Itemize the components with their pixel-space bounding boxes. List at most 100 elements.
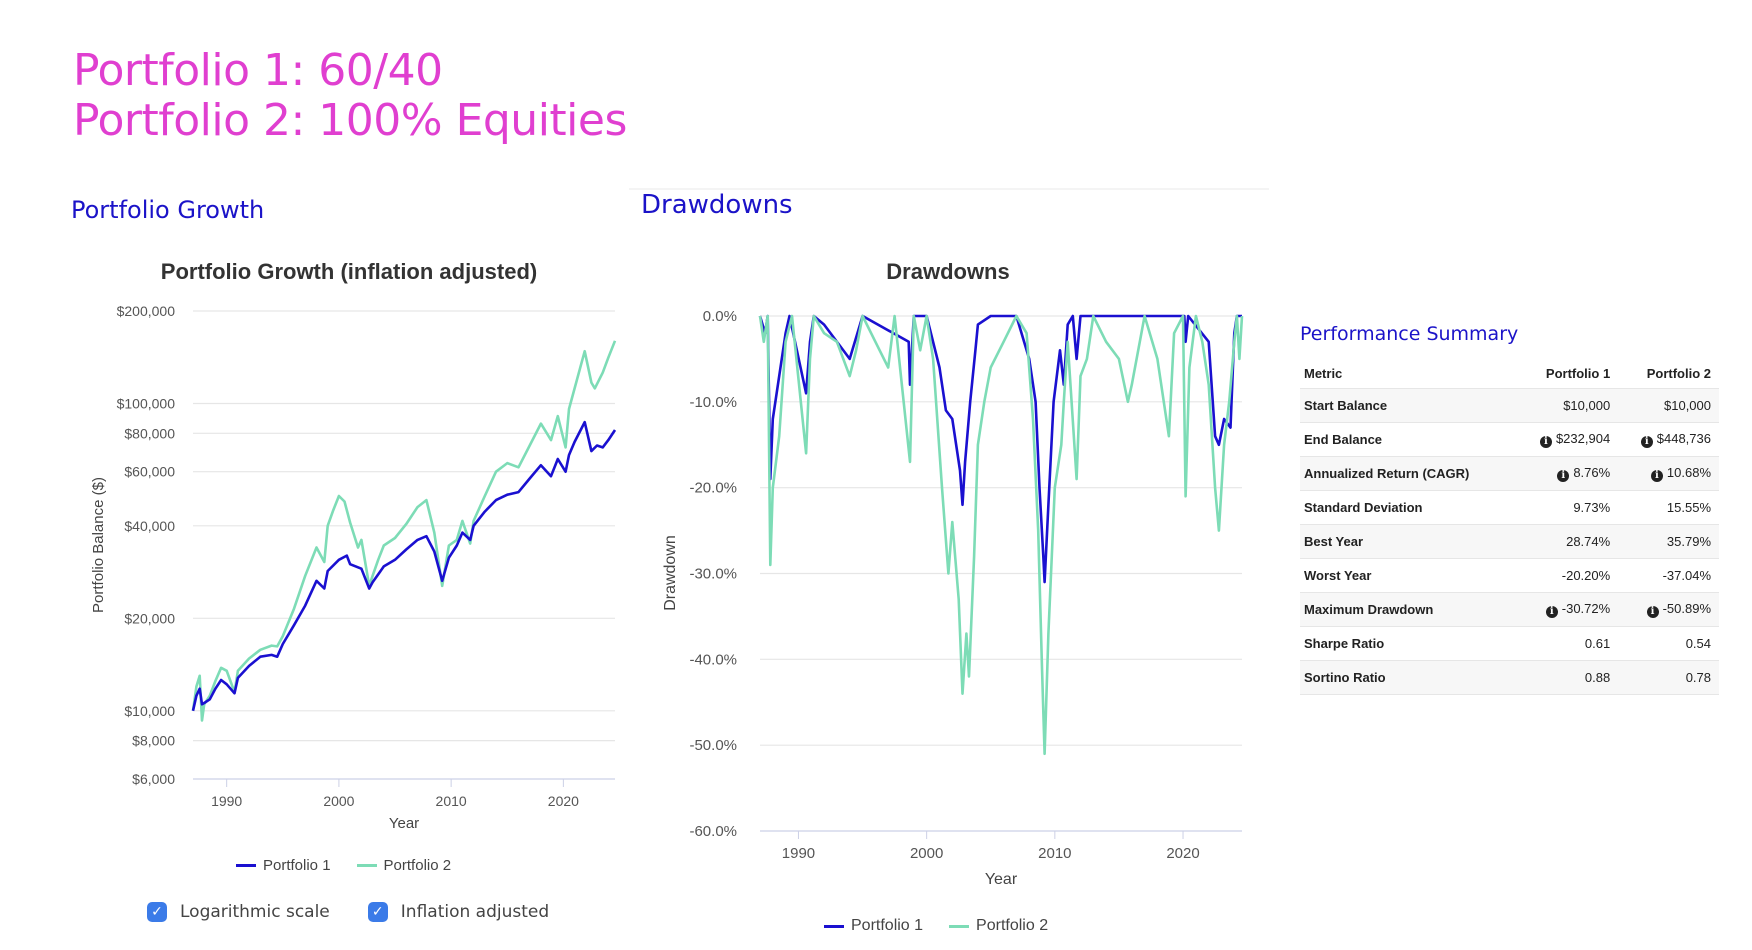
series-line-portfolio-2 [191, 340, 617, 722]
legend-item-portfolio-1[interactable]: Portfolio 1 [236, 857, 331, 874]
metric-name: Worst Year [1300, 558, 1518, 593]
x-tick-label: 2020 [548, 793, 579, 809]
banner-line-portfolio-1: Portfolio 1: 60/40 [73, 45, 443, 96]
value-text: 9.73% [1573, 500, 1611, 515]
value-text: $232,904 [1555, 431, 1611, 446]
series-line-portfolio-1 [758, 314, 1242, 584]
growth-legend: Portfolio 1 Portfolio 2 [236, 857, 477, 874]
drawdowns-heading: Drawdowns [641, 190, 793, 220]
metric-value-portfolio-2: 15.55% [1618, 490, 1719, 525]
legend-label-portfolio-2: Portfolio 2 [976, 917, 1049, 934]
x-tick-label: 1990 [782, 845, 815, 862]
y-tick-label: $20,000 [124, 610, 175, 626]
banner-line-portfolio-2: Portfolio 2: 100% Equities [73, 95, 627, 146]
metric-name: Sortino Ratio [1300, 660, 1518, 695]
y-tick-label: $200,000 [117, 303, 176, 319]
info-icon[interactable]: i [1640, 436, 1653, 448]
metric-name: Sharpe Ratio [1300, 626, 1518, 661]
metric-value-portfolio-2: 35.79% [1618, 524, 1719, 559]
metric-value-portfolio-1: 0.88 [1517, 660, 1619, 695]
value-text: 28.74% [1566, 534, 1611, 549]
metric-value-portfolio-1: 9.73% [1517, 490, 1619, 525]
x-axis-label: Year [985, 871, 1018, 888]
legend-swatch-portfolio-1 [236, 864, 256, 867]
metric-value-portfolio-2: 0.78 [1618, 660, 1719, 695]
value-text: $10,000 [1563, 398, 1611, 413]
growth-chart: $200,000 $100,000 $80,000 $60,000 $40,000 $20… [90, 303, 617, 832]
metric-name: Standard Deviation [1300, 490, 1518, 525]
growth-chart-title: Portfolio Growth (inflation adjusted) [160, 259, 538, 284]
metric-value-portfolio-1: 28.74% [1517, 524, 1619, 559]
metric-name: Maximum Drawdown [1300, 592, 1518, 627]
y-tick-label: -10.0% [689, 394, 737, 411]
y-tick-label: 0.0% [703, 308, 737, 325]
legend-swatch-portfolio-2 [356, 864, 377, 867]
y-tick-label: $10,000 [124, 703, 175, 719]
y-tick-label: $6,000 [132, 771, 175, 787]
y-tick-label: $8,000 [132, 733, 175, 749]
metric-name: Annualized Return (CAGR) [1300, 456, 1518, 491]
x-tick-label: 2000 [910, 845, 943, 862]
info-icon[interactable]: i [1646, 606, 1659, 618]
table-row: Best Year 28.74% 35.79% [1300, 524, 1719, 559]
value-text: 0.54 [1685, 636, 1711, 651]
x-tick-label: 2020 [1166, 845, 1199, 862]
table-row: Sharpe Ratio 0.61 0.54 [1300, 626, 1719, 661]
y-tick-label: -20.0% [689, 480, 737, 497]
metric-value-portfolio-2: i -50.89% [1618, 592, 1719, 627]
value-text: 35.79% [1666, 534, 1711, 549]
table-header-row: Metric Portfolio 1 Portfolio 2 [1300, 358, 1719, 389]
value-text: -30.72% [1561, 601, 1611, 616]
y-tick-label: $60,000 [124, 464, 175, 480]
legend-label-portfolio-1: Portfolio 1 [263, 857, 331, 874]
metric-value-portfolio-2: -37.04% [1618, 558, 1719, 593]
value-text: -37.04% [1662, 568, 1711, 583]
y-tick-label: -60.0% [689, 823, 737, 840]
metric-value-portfolio-1: -20.20% [1517, 558, 1619, 593]
value-text: 10.68% [1666, 465, 1711, 480]
y-tick-label: $100,000 [117, 396, 176, 412]
checkbox-checked-icon[interactable]: ✓ [147, 902, 167, 922]
legend-item-portfolio-1[interactable]: Portfolio 1 [824, 917, 923, 935]
comparison-banner: Portfolio 1: 60/40 Portfolio 2: 100% Equ… [73, 46, 627, 146]
value-text: 8.76% [1573, 465, 1611, 480]
y-tick-label: -40.0% [689, 651, 737, 668]
value-text: $10,000 [1664, 398, 1711, 413]
portfolio-growth-heading: Portfolio Growth [71, 196, 265, 224]
info-icon[interactable]: i [1557, 470, 1570, 482]
value-text: 15.55% [1666, 500, 1711, 515]
legend-item-portfolio-2[interactable]: Portfolio 2 [949, 917, 1048, 935]
logarithmic-scale-label: Logarithmic scale [180, 902, 330, 922]
info-icon[interactable]: i [1545, 606, 1558, 618]
info-icon[interactable]: i [1650, 470, 1663, 482]
metric-value-portfolio-2: i $448,736 [1618, 422, 1719, 457]
table-row: Start Balance $10,000 $10,000 [1300, 388, 1719, 423]
performance-summary: Metric Portfolio 1 Portfolio 2 Start Bal… [1300, 358, 1719, 695]
metric-value-portfolio-1: i 8.76% [1517, 456, 1619, 491]
value-text: -20.20% [1561, 568, 1611, 583]
legend-swatch-portfolio-2 [949, 924, 970, 928]
checkbox-checked-icon[interactable]: ✓ [367, 902, 388, 922]
y-axis-label: Portfolio Balance ($) [90, 477, 107, 613]
value-text: 0.88 [1584, 670, 1611, 685]
table-row: End Balance i $232,904 i $448,736 [1300, 422, 1719, 457]
metric-value-portfolio-1: 0.61 [1517, 626, 1619, 661]
x-axis-label: Year [389, 815, 419, 832]
value-text: 0.78 [1685, 670, 1711, 685]
logarithmic-scale-checkbox[interactable]: ✓ Logarithmic scale [147, 902, 330, 922]
y-tick-label: $40,000 [124, 518, 175, 534]
info-icon[interactable]: i [1539, 436, 1552, 448]
drawdowns-chart-title: Drawdowns [886, 259, 1010, 284]
chart-options: ✓ Logarithmic scale ✓ Inflation adjusted [147, 902, 573, 922]
series-line-portfolio-2 [758, 314, 1244, 756]
metric-value-portfolio-2: i 10.68% [1618, 456, 1719, 491]
performance-table: Metric Portfolio 1 Portfolio 2 Start Bal… [1300, 358, 1719, 695]
column-header-metric: Metric [1300, 358, 1518, 389]
x-tick-label: 1990 [211, 793, 242, 809]
x-tick-label: 2000 [323, 793, 354, 809]
table-row: Sortino Ratio 0.88 0.78 [1300, 660, 1719, 695]
legend-item-portfolio-2[interactable]: Portfolio 2 [356, 857, 451, 874]
y-tick-label: $80,000 [124, 425, 175, 441]
x-tick-label: 2010 [436, 793, 467, 809]
inflation-adjusted-checkbox[interactable]: ✓ Inflation adjusted [367, 902, 549, 922]
